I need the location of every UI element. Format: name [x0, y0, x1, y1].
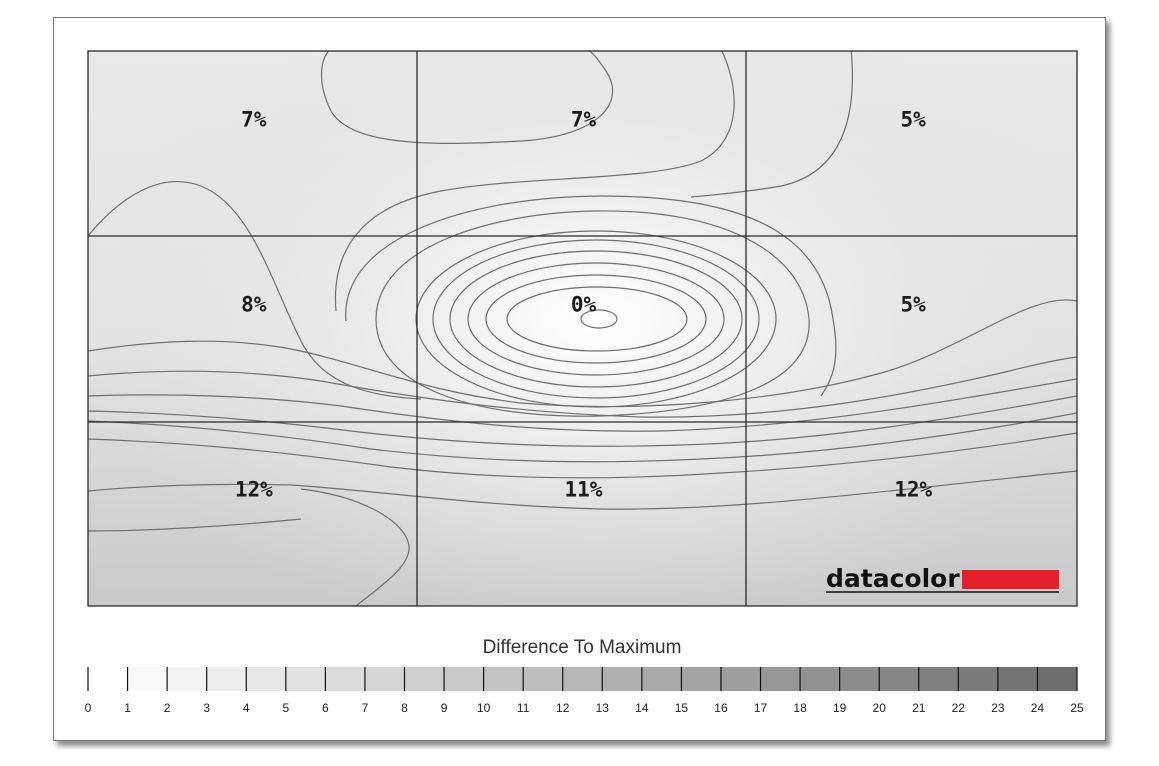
cell-label: 12% — [894, 478, 932, 502]
contour-line — [345, 195, 837, 397]
scale-tick-label: 15 — [675, 701, 689, 715]
scale-swatch — [206, 667, 247, 691]
scale-swatch — [562, 667, 603, 691]
contour-line — [580, 309, 618, 329]
contour-line — [375, 210, 810, 417]
contour-line — [88, 378, 1077, 432]
scale-swatch — [720, 667, 762, 691]
scale-swatch — [483, 667, 524, 691]
scale-swatch — [404, 667, 445, 691]
scale-tick-label: 9 — [441, 701, 448, 715]
scale-tick-label: 21 — [912, 701, 926, 715]
contour-line — [467, 262, 725, 376]
scale-tick-label: 13 — [596, 701, 610, 715]
cell-label: 0% — [571, 293, 597, 317]
plot-area: 7% 7% 5% 8% 0% 5% 12% 11% 12% datacolor — [87, 50, 1078, 607]
legend-title: Difference To Maximum — [483, 637, 682, 658]
contour-line — [432, 239, 760, 399]
scale-tick-label: 14 — [635, 701, 649, 715]
scale-swatch — [1037, 667, 1078, 691]
scale-swatch — [760, 667, 801, 691]
scale-tick-label: 19 — [833, 701, 847, 715]
scale-swatch — [285, 667, 326, 691]
contour-line — [88, 412, 1077, 463]
contour-line — [506, 286, 688, 352]
scale-tick-label: 24 — [1031, 701, 1045, 715]
scale-swatch — [167, 667, 208, 691]
cell-label: 5% — [901, 293, 927, 317]
scale-swatch — [127, 667, 168, 691]
scale-tick-label: 16 — [714, 701, 728, 715]
cell-labels: 7% 7% 5% 8% 0% 5% 12% 11% 12% — [235, 108, 933, 502]
logo-text: datacolor — [826, 564, 960, 593]
color-scale: 0 1 2 3 4 5 6 7 8 9 10 11 12 13 14 15 16 17 18 19 20 21 22 23 24… — [85, 667, 1084, 715]
report-card: 7% 7% 5% 8% 0% 5% 12% 11% 12% datacolor Differen… — [53, 17, 1106, 741]
scale-swatch — [641, 667, 682, 691]
scale-swatch — [325, 667, 366, 691]
scale-swatch — [800, 667, 841, 691]
scale-tick-label: 23 — [991, 701, 1005, 715]
contour-line — [690, 51, 853, 198]
contour-line — [88, 299, 1077, 408]
scale-swatch — [602, 667, 643, 691]
cell-label: 8% — [241, 293, 267, 317]
scale-swatch — [681, 667, 722, 691]
plot-highlight — [88, 51, 1077, 606]
datacolor-logo: datacolor — [826, 564, 1059, 593]
cell-label: 12% — [235, 478, 273, 502]
scale-tick-label: 1 — [124, 701, 131, 715]
scale-swatch — [523, 667, 564, 691]
scale-tick-label: 5 — [282, 701, 289, 715]
contour-line — [330, 51, 614, 144]
scale-swatch — [918, 667, 959, 691]
scale-tick-label: 0 — [85, 701, 92, 715]
contour-line — [88, 181, 422, 400]
scale-tick-label: 3 — [203, 701, 210, 715]
scale-tick-label: 7 — [362, 701, 369, 715]
scale-tick-label: 20 — [873, 701, 887, 715]
scale-swatch — [839, 667, 880, 691]
contour-line — [88, 470, 1077, 510]
scale-tick-label: 10 — [477, 701, 491, 715]
scale-swatch — [364, 667, 405, 691]
scale-tick-label: 22 — [952, 701, 966, 715]
scale-swatch — [444, 667, 485, 691]
scale-swatch — [246, 667, 287, 691]
scale-swatch — [958, 667, 999, 691]
scale-swatch — [997, 667, 1038, 691]
contour-lines — [88, 51, 1077, 606]
cell-label: 11% — [565, 478, 603, 502]
uniformity-chart: 7% 7% 5% 8% 0% 5% 12% 11% 12% datacolor Differen… — [85, 50, 1084, 715]
scale-tick-label: 17 — [754, 701, 768, 715]
scale-swatch — [88, 667, 129, 691]
logo-red-bar — [962, 570, 1059, 589]
scale-tick-label: 12 — [556, 701, 570, 715]
scale-tick-label: 6 — [322, 701, 329, 715]
contour-line — [449, 250, 743, 388]
cell-label: 7% — [241, 108, 267, 132]
cell-label: 5% — [901, 108, 927, 132]
contour-line — [485, 274, 707, 364]
scale-tick-label: 2 — [164, 701, 171, 715]
contour-line — [88, 432, 1077, 479]
scale-tick-label: 4 — [243, 701, 250, 715]
contour-line — [334, 51, 735, 312]
contour-line — [88, 395, 1077, 447]
scale-swatch — [879, 667, 920, 691]
scale-tick-label: 18 — [793, 701, 807, 715]
contour-line — [88, 518, 302, 532]
scale-tick-label: 8 — [401, 701, 408, 715]
scale-tick-label: 25 — [1070, 701, 1084, 715]
contour-line — [88, 356, 1077, 418]
scale-tick-label: 11 — [517, 701, 530, 715]
plot-border — [87, 50, 1078, 607]
cell-label: 7% — [571, 108, 597, 132]
grid-lines — [88, 51, 1077, 606]
contour-line — [300, 488, 410, 606]
